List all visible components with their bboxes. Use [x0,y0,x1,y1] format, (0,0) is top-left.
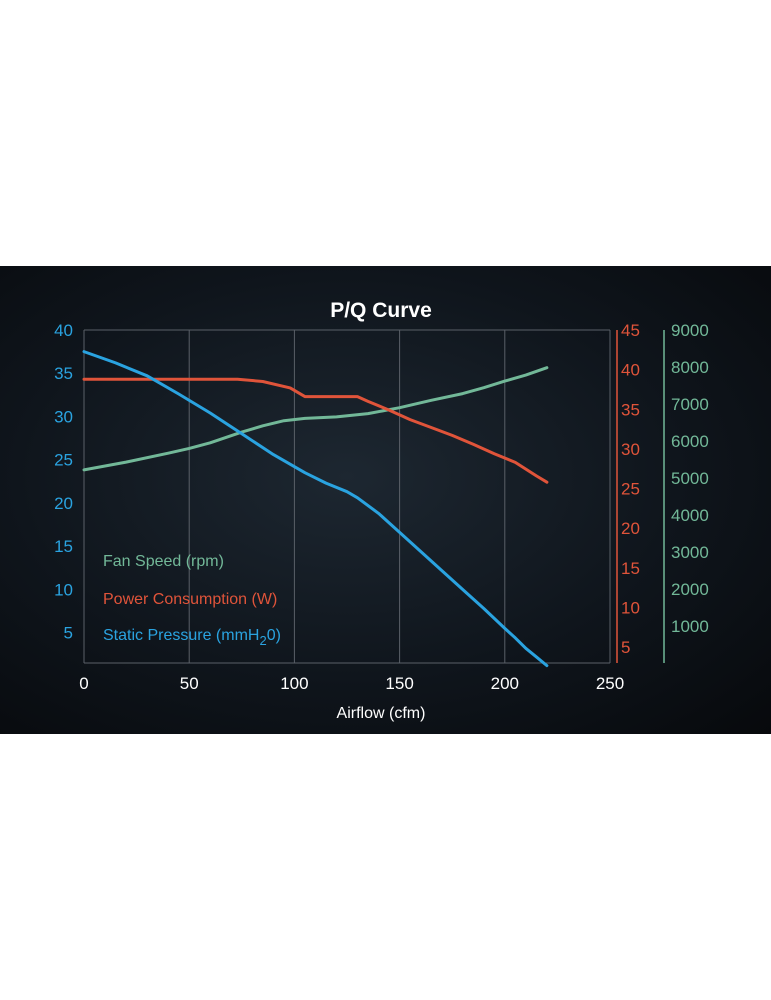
fan-speed-tick-label: 6000 [671,432,709,451]
chart-title: P/Q Curve [330,299,432,322]
x-tick-label: 150 [385,674,413,693]
pressure-series-line [82,350,549,668]
grid-lines [188,330,506,663]
fan-speed-tick-label: 2000 [671,580,709,599]
power-tick-label: 30 [621,440,640,459]
power-tick-label: 20 [621,519,640,538]
power-tick-label: 25 [621,480,640,499]
legend-power-consumption: Power Consumption (W) [103,591,277,608]
legend-static-pressure-main: Static Pressure (mmH [103,627,259,644]
x-tick-label: 200 [491,674,519,693]
pressure-tick-label: 10 [54,580,73,599]
power-tick-label: 45 [621,321,640,340]
fan-speed-tick-label: 5000 [671,469,709,488]
tick-labels: 0 50 100 150 200 250 5 10 15 20 25 30 35 40 5 10 15 20 25 3… [54,321,709,693]
power-tick-label: 10 [621,599,640,618]
legend: Fan Speed (rpm) Power Consumption (W) St… [103,553,281,648]
x-tick-label: 50 [180,674,199,693]
x-tick-label: 100 [280,674,308,693]
axes [83,329,665,664]
pressure-tick-label: 15 [54,537,73,556]
fan-speed-tick-label: 8000 [671,358,709,377]
fan-speed-tick-label: 3000 [671,543,709,562]
series-lines [82,350,549,668]
speed-series-line [82,366,549,472]
power-tick-label: 40 [621,361,640,380]
power-tick-label: 15 [621,559,640,578]
fan-speed-tick-label: 9000 [671,321,709,340]
pressure-tick-label: 5 [64,624,73,643]
pressure-tick-label: 25 [54,451,73,470]
power-tick-label: 5 [621,638,630,657]
legend-fan-speed: Fan Speed (rpm) [103,553,224,570]
fan-speed-tick-label: 1000 [671,617,709,636]
power-series-line [82,377,549,484]
chart-panel: P/Q Curve 0 50 100 150 200 250 5 10 15 20 25 30 35 40… [0,266,771,734]
x-tick-label: 0 [79,674,88,693]
pq-curve-chart: P/Q Curve 0 50 100 150 200 250510152025303540… [54,299,709,722]
x-axis-label: Airflow (cfm) [337,705,426,722]
pressure-tick-label: 30 [54,407,73,426]
fan-speed-tick-label: 4000 [671,506,709,525]
legend-static-pressure-subscript: 2 [259,633,266,648]
legend-static-pressure: Static Pressure (mmH20) [103,627,281,648]
legend-static-pressure-tail: 0) [267,627,281,644]
fan-speed-tick-label: 7000 [671,395,709,414]
pressure-tick-label: 20 [54,494,73,513]
pressure-tick-label: 35 [54,364,73,383]
x-tick-label: 250 [596,674,624,693]
power-tick-label: 35 [621,400,640,419]
pressure-tick-label: 40 [54,321,73,340]
